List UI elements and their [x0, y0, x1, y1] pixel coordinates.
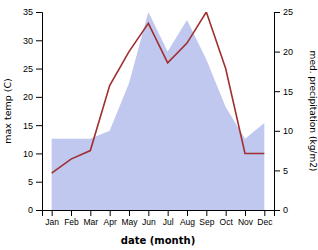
tick: Sep — [199, 210, 214, 227]
tick: Mar — [84, 210, 99, 227]
tick-mark — [274, 52, 280, 53]
tick-label: Jun — [142, 217, 156, 227]
tick: 10 — [274, 126, 293, 136]
tick-label: 10 — [23, 149, 33, 159]
tick-label: Aug — [180, 217, 195, 227]
x-axis-title: date (month) — [121, 235, 195, 246]
tick: 15 — [274, 87, 293, 97]
tick-label: 30 — [23, 36, 33, 46]
marks — [52, 12, 265, 210]
tick-mark — [274, 210, 280, 211]
tick: 0 — [28, 205, 42, 215]
tick-mark — [52, 210, 53, 216]
y2-axis-title: med. precipitation (kg/m2) — [308, 51, 318, 172]
tick-label: Dec — [257, 217, 273, 227]
tick-mark — [36, 97, 42, 98]
axis-line — [275, 13, 281, 211]
tick-label: 0 — [283, 205, 288, 215]
tick-label: Nov — [238, 217, 254, 227]
y-axis-title: max temp (C) — [2, 78, 13, 144]
tick-mark — [36, 153, 42, 154]
tick-mark — [274, 131, 280, 132]
tick-label: 35 — [23, 7, 33, 17]
tick-mark — [90, 210, 91, 216]
tick-label: May — [121, 217, 138, 227]
tick-mark — [226, 210, 227, 216]
tick: 25 — [23, 64, 42, 74]
tick-mark — [206, 210, 207, 216]
tick: 30 — [23, 36, 42, 46]
tick: 10 — [23, 149, 42, 159]
tick-label: Mar — [84, 217, 99, 227]
tick: Jun — [142, 210, 156, 227]
tick-label: 5 — [28, 177, 33, 187]
tick-label: Feb — [64, 217, 79, 227]
tick: Apr — [104, 210, 117, 227]
tick-label: Jul — [163, 217, 174, 227]
chart: Jan Feb Mar Apr May Jun Jul Aug Sep Oct NovDec 0 5 10… — [0, 0, 318, 250]
plot: Jan Feb Mar Apr May Jun Jul Aug Sep Oct NovDec 0 5 10… — [23, 7, 293, 227]
tick-label: 15 — [23, 121, 33, 131]
tick-label: Apr — [104, 217, 117, 227]
tick: 20 — [23, 92, 42, 102]
tick-label: 20 — [283, 47, 293, 57]
tick-label: 0 — [28, 205, 33, 215]
tick: 5 — [274, 166, 288, 176]
tick-mark — [71, 210, 72, 216]
tick: 25 — [274, 7, 293, 17]
tick-mark — [36, 69, 42, 70]
tick-mark — [168, 210, 169, 216]
tick: 5 — [28, 177, 42, 187]
tick-label: 20 — [23, 92, 33, 102]
tick: 35 — [23, 7, 42, 17]
tick-mark — [129, 210, 130, 216]
tick-label: 5 — [283, 166, 288, 176]
tick-mark — [36, 210, 42, 211]
tick-mark — [274, 12, 280, 13]
tick: Feb — [64, 210, 79, 227]
tick-label: Sep — [199, 217, 214, 227]
tick: May — [121, 210, 138, 227]
tick-label: 15 — [283, 87, 293, 97]
tick-mark — [36, 125, 42, 126]
tick-mark — [274, 91, 280, 92]
axis-line — [43, 211, 275, 217]
tick-mark — [36, 182, 42, 183]
tick-label: Oct — [220, 217, 234, 227]
tick: Dec — [257, 210, 273, 227]
tick: 20 — [274, 47, 293, 57]
tick-mark — [36, 12, 42, 13]
tick-mark — [187, 210, 188, 216]
axis-line — [36, 13, 43, 211]
tick-label: 10 — [283, 126, 293, 136]
tick-mark — [245, 210, 246, 216]
temperature-line — [52, 12, 265, 173]
tick-mark — [274, 170, 280, 171]
y2-axis: 0 5 10 15 20 25 — [274, 7, 293, 215]
tick: Oct — [220, 210, 234, 227]
tick-label: 25 — [283, 7, 293, 17]
tick-label: Jan — [45, 217, 59, 227]
precipitation-area — [52, 12, 265, 210]
tick-mark — [36, 40, 42, 41]
y-axis: 0 5 10 15 20 25 30 35 — [23, 7, 43, 215]
tick-mark — [264, 210, 265, 216]
tick: 0 — [274, 205, 288, 215]
tick: Jul — [163, 210, 174, 227]
tick: 15 — [23, 121, 42, 131]
tick: Aug — [180, 210, 195, 227]
tick-mark — [148, 210, 149, 216]
tick: Nov — [238, 210, 254, 227]
x-axis: Jan Feb Mar Apr May Jun Jul Aug Sep Oct NovDec — [43, 210, 275, 227]
tick-mark — [110, 210, 111, 216]
tick: Jan — [45, 210, 59, 227]
tick-label: 25 — [23, 64, 33, 74]
